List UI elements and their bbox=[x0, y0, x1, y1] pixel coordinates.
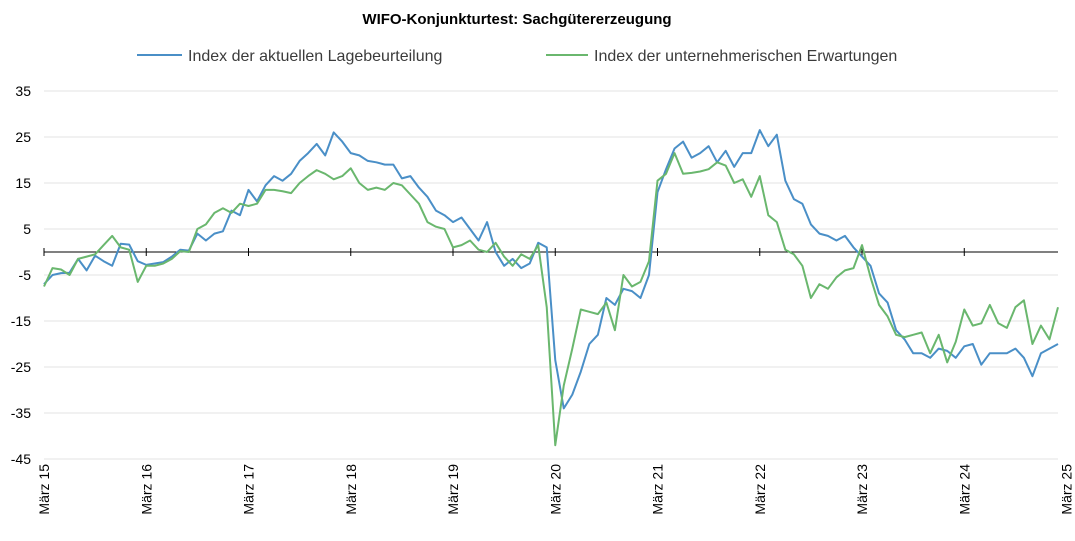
y-tick-label: 15 bbox=[15, 175, 31, 191]
x-tick-label: März 15 bbox=[36, 464, 52, 515]
y-tick-label: -5 bbox=[19, 267, 32, 283]
x-axis bbox=[43, 248, 1058, 256]
y-tick-label: -35 bbox=[11, 405, 31, 421]
y-tick-label: 5 bbox=[23, 221, 31, 237]
legend: Index der aktuellen Lagebeurteilung Index… bbox=[137, 48, 897, 65]
x-tick-label: März 24 bbox=[956, 464, 972, 515]
x-tick-label: März 25 bbox=[1059, 464, 1075, 515]
y-tick-label: -15 bbox=[11, 313, 31, 329]
x-tick-label: März 19 bbox=[445, 464, 461, 515]
series-line-1 bbox=[43, 129, 1059, 410]
y-tick-label: 25 bbox=[15, 129, 31, 145]
grid bbox=[44, 90, 1058, 460]
x-tick-label: März 21 bbox=[650, 464, 666, 515]
series-line-2 bbox=[43, 152, 1059, 447]
y-tick-label: -45 bbox=[11, 451, 31, 467]
y-tick-label: 35 bbox=[15, 83, 31, 99]
x-tick-label: März 16 bbox=[138, 464, 154, 515]
x-tick-labels: März 15 März 16 März 17 März 18 März 19 März … bbox=[36, 464, 1075, 515]
x-tick-label: März 20 bbox=[547, 464, 563, 515]
x-tick-label: März 23 bbox=[854, 464, 870, 515]
chart-title: WIFO-Konjunkturtest: Sachgütererzeugung bbox=[362, 11, 671, 28]
y-tick-label: -25 bbox=[11, 359, 31, 375]
x-tick-label: März 17 bbox=[241, 464, 257, 515]
series-lines bbox=[43, 129, 1059, 447]
legend-label-1: Index der aktuellen Lagebeurteilung bbox=[188, 48, 442, 65]
y-axis: 35 25 15 5 -5 -15 -25 -35 -45 bbox=[11, 83, 31, 467]
x-tick-label: März 22 bbox=[752, 464, 768, 515]
x-tick-label: März 18 bbox=[343, 464, 359, 515]
legend-label-2: Index der unternehmerischen Erwartungen bbox=[594, 48, 897, 65]
